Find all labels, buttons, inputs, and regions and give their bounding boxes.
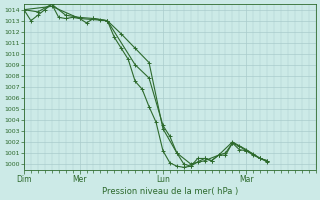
X-axis label: Pression niveau de la mer( hPa ): Pression niveau de la mer( hPa ) <box>102 187 238 196</box>
